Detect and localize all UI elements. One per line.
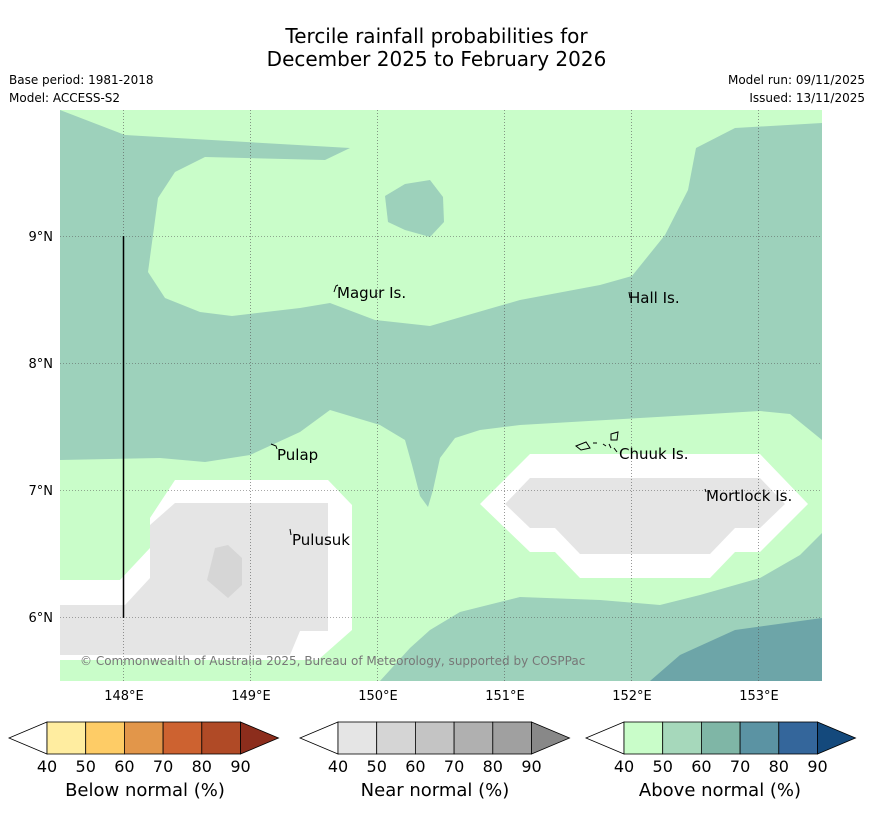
- colorbar-segment: [46, 721, 87, 755]
- meta-right: Model run: 09/11/2025 Issued: 13/11/2025: [728, 71, 865, 107]
- colorbar-segment: [623, 721, 664, 755]
- issued-date: Issued: 13/11/2025: [749, 91, 865, 105]
- colorbar-tick-label: 60: [114, 757, 134, 776]
- colorbar-tick-label: 80: [192, 757, 212, 776]
- colorbar-tick-label: 50: [76, 757, 96, 776]
- colorbar-tick-label: 80: [769, 757, 789, 776]
- label-pulap: Pulap: [277, 446, 318, 464]
- lat-label-7n: 7°N: [29, 484, 54, 499]
- region-above-60-south: [650, 618, 822, 681]
- colorbar-arrow-low: [298, 721, 339, 755]
- copyright-text: © Commonwealth of Australia 2025, Bureau…: [80, 654, 585, 668]
- colorbar-tick-label: 50: [367, 757, 387, 776]
- region-near-50-spot: [207, 545, 242, 598]
- colorbar-tick-label: 50: [653, 757, 673, 776]
- colorbar-segment: [337, 721, 378, 755]
- model-run: Model run: 09/11/2025: [727, 73, 865, 87]
- colorbar-tick-label: 70: [153, 757, 173, 776]
- colorbar-segment: [778, 721, 818, 755]
- lat-label-6n: 6°N: [29, 611, 54, 626]
- colorbar-tick-label: 90: [521, 757, 541, 776]
- colorbar-segment: [162, 721, 203, 755]
- title-line-1: Tercile rainfall probabilities for: [285, 24, 588, 48]
- meta-left: Base period: 1981-2018 Model: ACCESS-S2: [9, 71, 154, 107]
- colorbar-tick-label: 60: [405, 757, 425, 776]
- region-near-40-east: [505, 478, 785, 554]
- label-pulusuk: Pulusuk: [292, 531, 350, 549]
- colorbar-arrow-high: [817, 721, 857, 755]
- lon-axis-labels: 148°E 149°E 150°E 151°E 152°E 153°E: [104, 689, 779, 704]
- region-near-40-west: [60, 503, 328, 655]
- title-line-2: December 2025 to February 2026: [266, 47, 607, 71]
- base-period: Base period: 1981-2018: [9, 73, 154, 87]
- colorbar-segment: [85, 721, 125, 755]
- colorbar-segment: [701, 721, 741, 755]
- colorbar-arrow-high: [240, 721, 280, 755]
- colorbar-tick-label: 40: [328, 757, 348, 776]
- colorbar-above-normal: 40 50 60 70 80 90: [584, 721, 857, 776]
- colorbar-tick-label: 60: [691, 757, 711, 776]
- island-outlines: [270, 284, 707, 536]
- colorbar-tick-label: 40: [37, 757, 57, 776]
- lon-label-153: 153°E: [739, 689, 779, 704]
- model-name: Model: ACCESS-S2: [9, 91, 121, 105]
- lon-label-149: 149°E: [231, 689, 271, 704]
- colorbar-segment: [414, 721, 455, 755]
- colorbar-tick-label: 70: [444, 757, 464, 776]
- colorbar-segment: [453, 721, 494, 755]
- colorbar-tick-label: 70: [730, 757, 750, 776]
- colorbar-arrow-high: [531, 721, 571, 755]
- colorbar-label-below: Below normal (%): [65, 780, 225, 801]
- lat-label-8n: 8°N: [29, 357, 54, 372]
- colorbar-label-above: Above normal (%): [638, 780, 802, 801]
- colorbar-segment: [662, 721, 702, 755]
- colorbar-segment: [739, 721, 780, 755]
- colorbar-segment: [124, 721, 164, 755]
- region-above-50-islet: [385, 180, 444, 237]
- label-mortlock: Mortlock Is.: [706, 487, 792, 505]
- colorbar-tick-label: 90: [230, 757, 250, 776]
- colorbar-label-near: Near normal (%): [360, 780, 510, 801]
- lon-label-150: 150°E: [358, 689, 398, 704]
- lon-label-152: 152°E: [612, 689, 652, 704]
- map-shading: [60, 110, 822, 681]
- colorbar-arrow-low: [7, 721, 48, 755]
- colorbar-arrow-low: [584, 721, 625, 755]
- colorbar-segment: [376, 721, 416, 755]
- lat-label-9n: 9°N: [29, 230, 54, 245]
- colorbar-tick-label: 90: [807, 757, 827, 776]
- colorbar-below-normal: 40 50 60 70 80 90: [7, 721, 280, 776]
- colorbar-near-normal: 40 50 60 70 80 90: [298, 721, 571, 776]
- place-labels: Magur Is. Hall Is. Pulap Chuuk Is. Mortl…: [277, 284, 792, 549]
- lon-label-148: 148°E: [104, 689, 144, 704]
- colorbar-segment: [201, 721, 241, 755]
- label-hall: Hall Is.: [629, 289, 680, 307]
- label-magur: Magur Is.: [337, 284, 406, 302]
- colorbar-segment: [492, 721, 532, 755]
- lat-axis-labels: 9°N 8°N 7°N 6°N: [29, 230, 54, 626]
- colorbar-tick-label: 40: [614, 757, 634, 776]
- lon-label-151: 151°E: [485, 689, 525, 704]
- colorbar-tick-label: 80: [483, 757, 503, 776]
- label-chuuk: Chuuk Is.: [619, 445, 688, 463]
